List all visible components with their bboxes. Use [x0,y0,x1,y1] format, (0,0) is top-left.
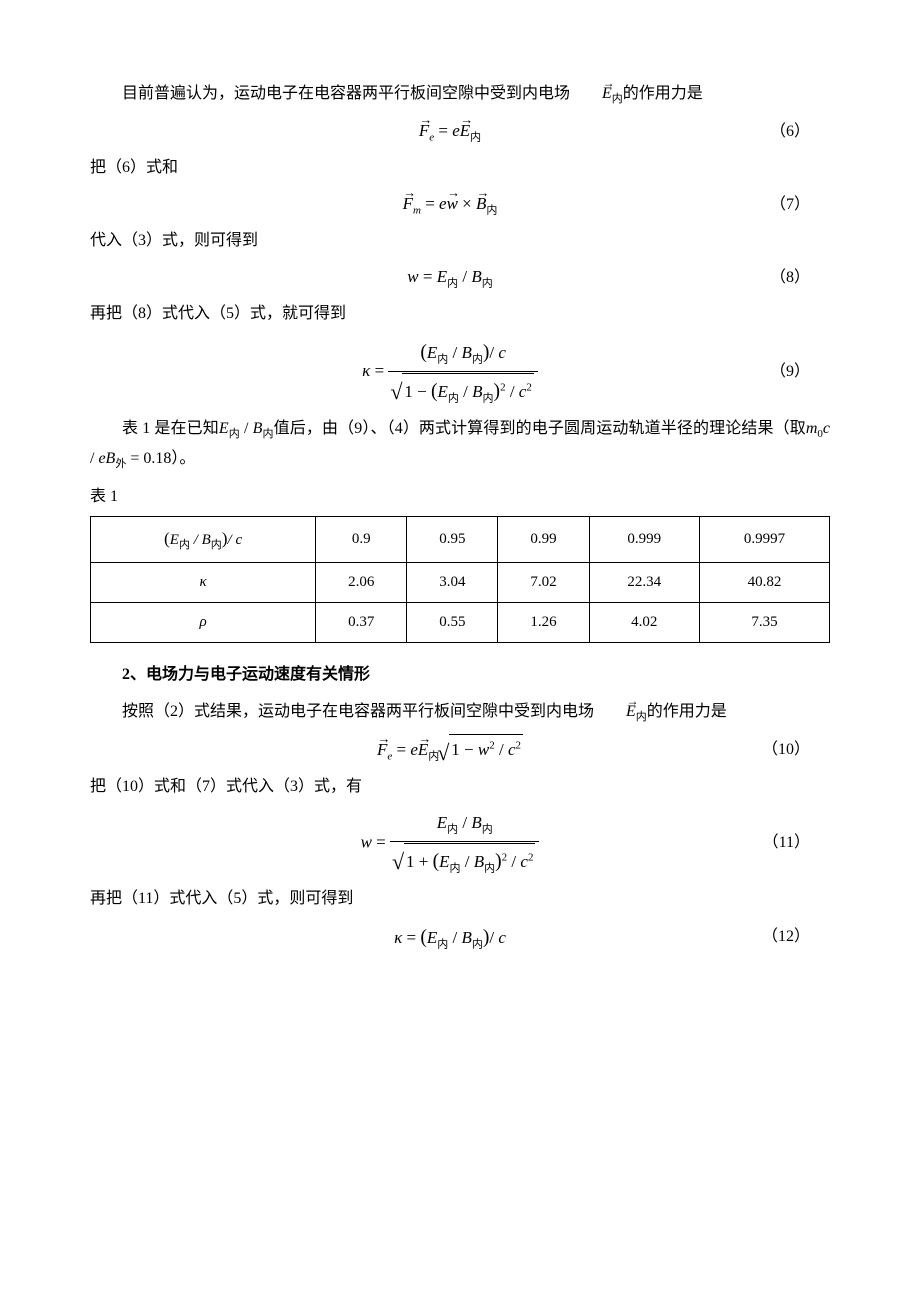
table-1: (E内 / B内)/ c 0.9 0.95 0.99 0.999 0.9997 … [90,516,830,643]
para-6-text-b: 的作用力是 [647,703,727,720]
inline-EoverB: E内 / B内 [219,420,274,437]
para-7: 把（10）式和（7）式代入（3）式，有 [90,773,830,802]
para-5-text-b: 值后，由（9）、（4）两式计算得到的电子圆周运动轨道半径的理论结果（取 [274,420,806,437]
table-cell: 22.34 [589,562,700,602]
equation-10-body: Fe = eE内√1 − w2 / c2 [377,734,523,767]
equation-10-number: （10） [523,736,830,765]
para-5-text-c: ）。 [171,450,195,467]
para-1-text-a: 目前普遍认为，运动电子在电容器两平行板间空隙中受到内电场 [122,85,570,102]
table-cell: 1.26 [498,602,589,642]
table-cell: 3.04 [407,562,498,602]
const-value: 0.18 [143,450,171,467]
equation-11: w = E内 / B内 √1 + (E内 / B内)2 / c2 （11） [90,808,830,879]
table-row-label-rho: ρ [91,602,316,642]
table-cell: 0.9997 [700,517,830,563]
table-cell: 0.99 [498,517,589,563]
para-4: 再把（8）式代入（5）式，就可得到 [90,300,830,329]
table-header-ratio: (E内 / B内)/ c [91,517,316,563]
table-cell: 0.37 [316,602,407,642]
table-cell: 7.02 [498,562,589,602]
para-1-text-b: 的作用力是 [623,85,703,102]
table-cell: 40.82 [700,562,830,602]
equation-8-body: w = E内 / B内 [407,262,492,294]
table-cell: 0.55 [407,602,498,642]
equation-10: Fe = eE内√1 − w2 / c2 （10） [90,734,830,767]
equation-11-body: w = E内 / B内 √1 + (E内 / B内)2 / c2 [361,808,540,879]
equation-12-body: κ = (E内 / B内)/ c [394,920,506,955]
para-6: 按照（2）式结果，运动电子在电容器两平行板间空隙中受到内电场E内的作用力是 [90,698,830,728]
section-heading-2: 2、电场力与电子运动速度有关情形 [90,661,830,690]
equation-6-number: （6） [481,118,830,147]
equation-6: Fe = eE内 （6） [90,116,830,148]
table-row: κ 2.06 3.04 7.02 22.34 40.82 [91,562,830,602]
para-5: 表 1 是在已知E内 / B内值后，由（9）、（4）两式计算得到的电子圆周运动轨… [90,415,830,475]
table-1-label: 表 1 [90,483,830,512]
table-row: (E内 / B内)/ c 0.9 0.95 0.99 0.999 0.9997 [91,517,830,563]
equation-9-number: （9） [538,358,830,387]
para-2: 把（6）式和 [90,154,830,183]
equation-7: Fm = ew × B内 （7） [90,189,830,221]
para-3: 代入（3）式，则可得到 [90,227,830,256]
equation-9: κ = (E内 / B内)/ c √1 − (E内 / B内)2 / c2 （9… [90,335,830,409]
table-cell: 4.02 [589,602,700,642]
equation-6-body: Fe = eE内 [419,116,481,148]
equation-7-body: Fm = ew × B内 [403,189,498,221]
equation-8: w = E内 / B内 （8） [90,262,830,294]
para-6-text-a: 按照（2）式结果，运动电子在电容器两平行板间空隙中受到内电场 [122,703,594,720]
table-row: ρ 0.37 0.55 1.26 4.02 7.35 [91,602,830,642]
inline-E-nei-vec-2: E内 [594,703,647,720]
para-1: 目前普遍认为，运动电子在电容器两平行板间空隙中受到内电场E内的作用力是 [90,80,830,110]
table-cell: 0.95 [407,517,498,563]
table-cell: 2.06 [316,562,407,602]
para-5-text-a: 表 1 是在已知 [122,420,219,437]
equation-12: κ = (E内 / B内)/ c （12） [90,920,830,955]
equation-9-body: κ = (E内 / B内)/ c √1 − (E内 / B内)2 / c2 [362,335,538,409]
equation-7-number: （7） [497,191,830,220]
equation-11-number: （11） [539,829,830,858]
equation-8-number: （8） [493,264,830,293]
inline-E-nei-vec: E内 [570,85,623,102]
table-cell: 0.9 [316,517,407,563]
table-cell: 7.35 [700,602,830,642]
table-cell: 0.999 [589,517,700,563]
equation-12-number: （12） [506,923,830,952]
table-row-label-kappa: κ [91,562,316,602]
para-8: 再把（11）式代入（5）式，则可得到 [90,885,830,914]
